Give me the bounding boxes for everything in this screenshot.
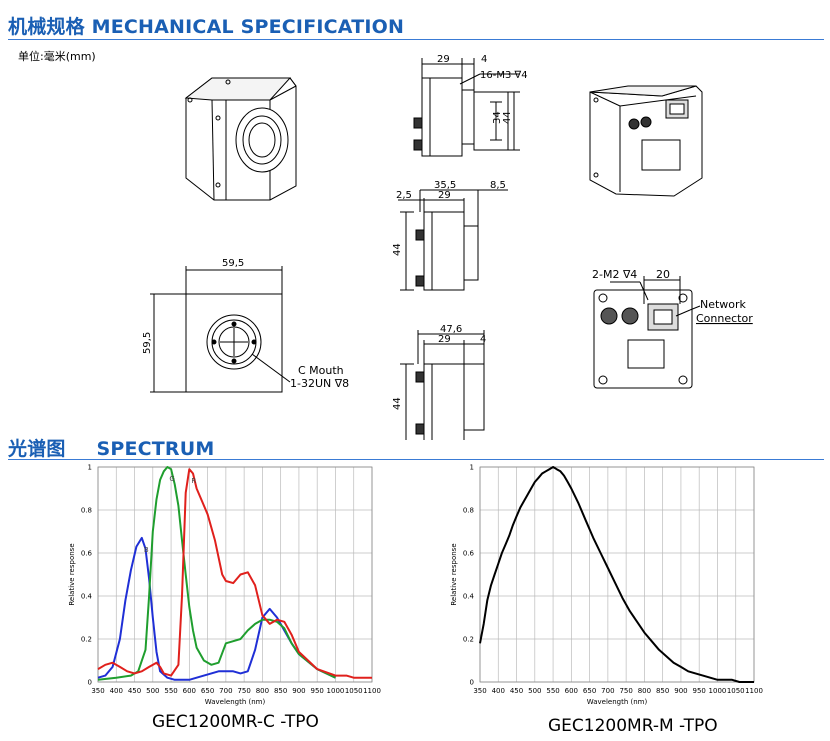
dim-back-20: 20	[656, 268, 670, 281]
series-label-g: G	[169, 475, 174, 483]
x-tick-label: 1000	[709, 687, 727, 695]
x-tick-label: 450	[128, 687, 141, 695]
dim-side-bot-29: 29	[438, 334, 451, 345]
camera-iso-back	[589, 85, 703, 197]
x-tick-label: 950	[311, 687, 324, 695]
y-tick-label: 0.8	[463, 507, 474, 515]
x-tick-label: 1000	[327, 687, 345, 695]
x-tick-label: 500	[146, 687, 159, 695]
y-tick-label: 0.4	[463, 593, 475, 601]
x-tick-label: 550	[546, 687, 559, 695]
dim-side-mid-2-5: 2,5	[396, 190, 412, 201]
section-divider	[8, 39, 824, 40]
spectrum-chart-color: 350 400 450 500 550 600 650 700 750 800 850 900 950 1…	[68, 464, 381, 707]
x-tick-label: 350	[473, 687, 486, 695]
x-tick-label: 600	[183, 687, 196, 695]
back-view	[593, 276, 701, 389]
x-tick-label: 1100	[363, 687, 381, 695]
unit-note: 单位:毫米(mm)	[18, 50, 96, 63]
mechanical-drawings: 29 4 16-M3 ∇4 34 44 35,5 29 2,5 8,5 44 4…	[142, 54, 753, 440]
x-tick-label: 1100	[745, 687, 763, 695]
series-line-g	[97, 466, 336, 681]
dim-34: 34	[492, 111, 503, 124]
network-label-1: Network	[700, 298, 747, 311]
dim-front-width: 59,5	[222, 258, 244, 269]
y-tick-label: 0	[88, 679, 92, 687]
x-tick-label: 1050	[727, 687, 745, 695]
section-title-mechanical: 机械规格 MECHANICAL SPECIFICATION	[8, 16, 405, 38]
x-tick-label: 800	[638, 687, 651, 695]
side-view-top	[413, 58, 520, 157]
network-label-2: Connector	[696, 312, 753, 325]
y-tick-label: 0.6	[463, 550, 475, 558]
x-tick-label: 850	[656, 687, 669, 695]
x-tick-label: 900	[674, 687, 687, 695]
x-tick-label: 350	[91, 687, 104, 695]
plot-frame	[479, 466, 755, 683]
y-tick-label: 0.4	[81, 593, 93, 601]
spectrum-chart-mono: 350 400 450 500 550 600 650 700 750 800 850 900 950 1…	[450, 464, 763, 707]
x-tick-label: 850	[274, 687, 287, 695]
side-view-middle	[398, 189, 508, 291]
series-line-r	[97, 468, 372, 679]
caption-color: GEC1200MR-C -TPO	[152, 712, 319, 732]
dim-side-mid-29: 29	[438, 190, 451, 201]
y-axis-label: Relative response	[450, 543, 458, 605]
series-line-response	[479, 466, 754, 683]
y-tick-label: 0.6	[81, 550, 93, 558]
x-tick-label: 750	[237, 687, 250, 695]
dim-front-height: 59,5	[142, 332, 153, 354]
y-tick-label: 1	[470, 464, 474, 472]
dim-side-bot-4: 4	[480, 334, 486, 345]
dim-44-a: 44	[502, 111, 513, 124]
section-divider-spectrum	[8, 459, 824, 460]
x-axis-label: Wavelength (nm)	[205, 698, 266, 706]
dim-side-top-4: 4	[481, 54, 487, 65]
caption-mono: GEC1200MR-M -TPO	[548, 716, 718, 736]
plot-frame	[97, 466, 373, 683]
spectrum-title-en: SPECTRUM	[96, 438, 215, 460]
camera-iso-front	[184, 77, 297, 201]
x-tick-label: 900	[292, 687, 305, 695]
dim-side-bot-total: 47,6	[440, 324, 462, 335]
x-tick-label: 1050	[345, 687, 363, 695]
x-tick-label: 650	[583, 687, 596, 695]
x-tick-label: 750	[619, 687, 632, 695]
x-tick-label: 800	[256, 687, 269, 695]
side-view-bottom	[400, 330, 485, 440]
x-tick-label: 400	[110, 687, 123, 695]
dim-side-mid-8-5: 8,5	[490, 180, 506, 191]
x-tick-label: 550	[164, 687, 177, 695]
dim-thread-top: 16-M3 ∇4	[480, 70, 528, 81]
series-label-r: R	[191, 477, 196, 485]
c-mouth-thread: 1-32UN ∇8	[290, 377, 349, 390]
spectrum-title-cn: 光谱图	[8, 438, 66, 460]
dim-44-b: 44	[392, 243, 403, 256]
x-tick-label: 500	[528, 687, 541, 695]
y-axis-label: Relative response	[68, 543, 76, 605]
c-mouth-label: C Mouth	[298, 364, 344, 377]
y-tick-label: 1	[88, 464, 92, 472]
section-title-spectrum: 光谱图 SPECTRUM	[8, 434, 215, 461]
dim-side-top-29: 29	[437, 54, 450, 65]
dim-back-thread: 2-M2 ∇4	[592, 268, 637, 281]
series-label-b: B	[144, 546, 149, 554]
x-axis-label: Wavelength (nm)	[587, 698, 648, 706]
dim-side-mid-total: 35,5	[434, 180, 456, 191]
y-tick-label: 0.8	[81, 507, 92, 515]
y-tick-label: 0	[470, 679, 474, 687]
x-tick-label: 450	[510, 687, 523, 695]
x-tick-label: 400	[492, 687, 505, 695]
x-tick-label: 600	[565, 687, 578, 695]
y-tick-label: 0.2	[463, 636, 474, 644]
x-tick-label: 650	[201, 687, 214, 695]
x-tick-label: 700	[601, 687, 614, 695]
dim-44-c: 44	[392, 397, 403, 410]
x-tick-label: 700	[219, 687, 232, 695]
series-line-b	[97, 536, 336, 681]
y-tick-label: 0.2	[81, 636, 92, 644]
x-tick-label: 950	[693, 687, 706, 695]
front-view	[150, 266, 291, 393]
